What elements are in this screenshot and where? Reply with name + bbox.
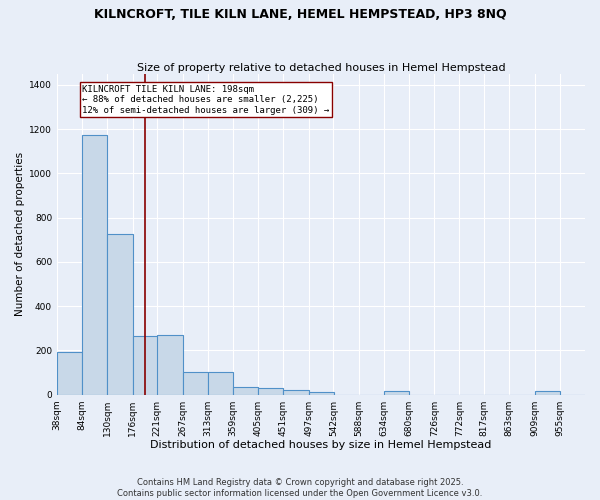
Bar <box>208 372 233 394</box>
Bar <box>57 352 82 395</box>
X-axis label: Distribution of detached houses by size in Hemel Hempstead: Distribution of detached houses by size … <box>151 440 492 450</box>
Bar <box>384 392 409 394</box>
Title: Size of property relative to detached houses in Hemel Hempstead: Size of property relative to detached ho… <box>137 63 505 73</box>
Bar <box>82 134 107 394</box>
Bar <box>258 388 283 394</box>
Bar <box>107 234 133 394</box>
Bar <box>308 392 334 394</box>
Text: KILNCROFT, TILE KILN LANE, HEMEL HEMPSTEAD, HP3 8NQ: KILNCROFT, TILE KILN LANE, HEMEL HEMPSTE… <box>94 8 506 20</box>
Bar <box>157 336 182 394</box>
Bar <box>182 372 208 394</box>
Bar <box>233 388 258 394</box>
Y-axis label: Number of detached properties: Number of detached properties <box>15 152 25 316</box>
Text: Contains HM Land Registry data © Crown copyright and database right 2025.
Contai: Contains HM Land Registry data © Crown c… <box>118 478 482 498</box>
Bar <box>133 336 158 394</box>
Bar <box>283 390 308 394</box>
Bar <box>535 391 560 394</box>
Text: KILNCROFT TILE KILN LANE: 198sqm
← 88% of detached houses are smaller (2,225)
12: KILNCROFT TILE KILN LANE: 198sqm ← 88% o… <box>82 85 329 114</box>
